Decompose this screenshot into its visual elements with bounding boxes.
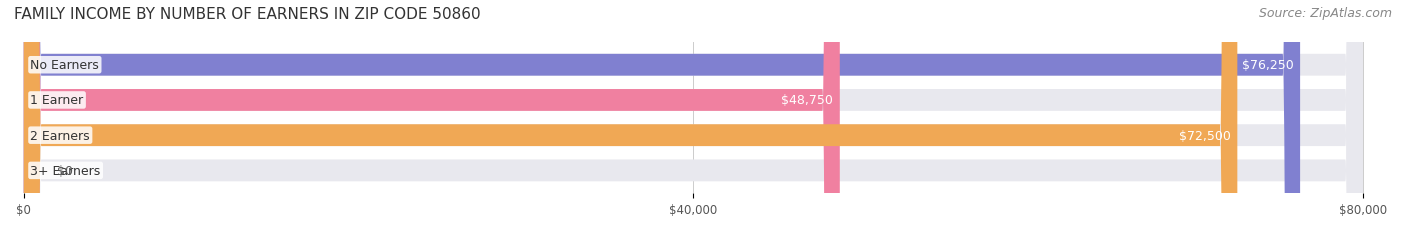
FancyBboxPatch shape — [24, 0, 1362, 231]
FancyBboxPatch shape — [24, 0, 1301, 231]
FancyBboxPatch shape — [24, 0, 1362, 231]
Text: FAMILY INCOME BY NUMBER OF EARNERS IN ZIP CODE 50860: FAMILY INCOME BY NUMBER OF EARNERS IN ZI… — [14, 7, 481, 22]
Text: $0: $0 — [58, 164, 73, 177]
Text: Source: ZipAtlas.com: Source: ZipAtlas.com — [1258, 7, 1392, 20]
Text: 2 Earners: 2 Earners — [31, 129, 90, 142]
FancyBboxPatch shape — [24, 0, 1362, 231]
Text: No Earners: No Earners — [31, 59, 100, 72]
FancyBboxPatch shape — [24, 0, 1237, 231]
Text: $72,500: $72,500 — [1178, 129, 1230, 142]
Text: 1 Earner: 1 Earner — [31, 94, 83, 107]
Text: 3+ Earners: 3+ Earners — [31, 164, 101, 177]
Text: $48,750: $48,750 — [782, 94, 834, 107]
FancyBboxPatch shape — [24, 0, 839, 231]
Text: $76,250: $76,250 — [1241, 59, 1294, 72]
FancyBboxPatch shape — [24, 0, 1362, 231]
